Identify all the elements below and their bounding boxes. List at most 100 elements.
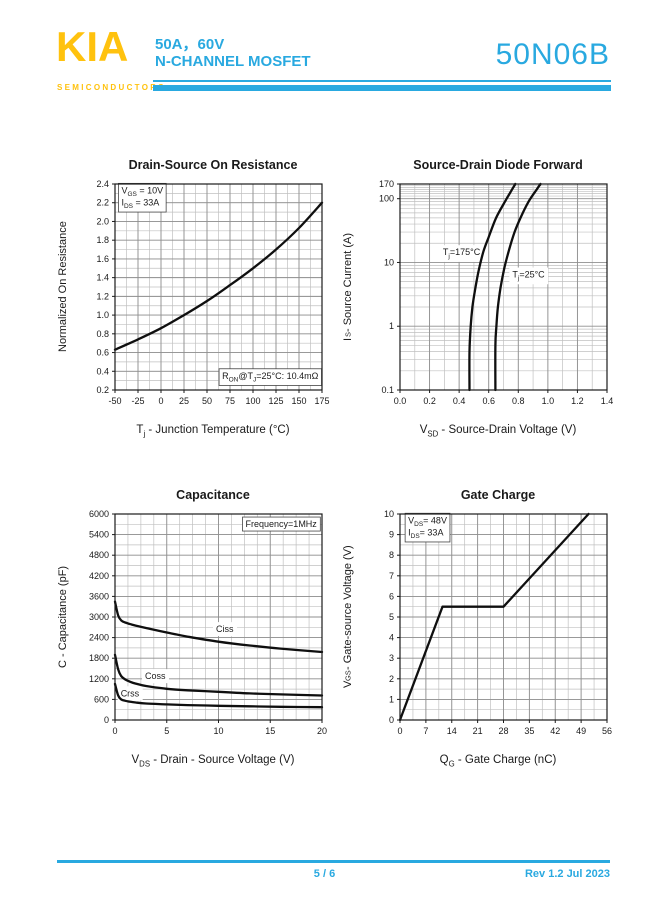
svg-text:-25: -25 (131, 396, 144, 406)
svg-text:Crss: Crss (121, 688, 140, 698)
chart-body: Normalized On Resistance VGS = 10V IDS = … (55, 178, 335, 422)
svg-text:125: 125 (268, 396, 283, 406)
svg-text:3000: 3000 (89, 612, 109, 622)
chart-title: Source-Drain Diode Forward (413, 158, 583, 172)
svg-text:1.2: 1.2 (571, 396, 584, 406)
svg-text:150: 150 (291, 396, 306, 406)
svg-text:8: 8 (389, 550, 394, 560)
svg-text:1: 1 (389, 694, 394, 704)
chart-title: Capacitance (176, 488, 250, 502)
svg-text:RON@TJ=25°C: 10.4mΩ: RON@TJ=25°C: 10.4mΩ (222, 371, 319, 384)
svg-text:0.6: 0.6 (96, 348, 109, 358)
svg-text:4: 4 (389, 633, 394, 643)
svg-text:21: 21 (473, 726, 483, 736)
svg-text:10: 10 (384, 509, 394, 519)
svg-text:2400: 2400 (89, 633, 109, 643)
svg-text:1.8: 1.8 (96, 235, 109, 245)
kia-logo-subtext: SEMICONDUCTORS (57, 83, 166, 92)
svg-text:100: 100 (245, 396, 260, 406)
svg-text:0.8: 0.8 (512, 396, 525, 406)
svg-text:1.0: 1.0 (96, 310, 109, 320)
header-rule-thin (153, 80, 611, 82)
svg-text:0: 0 (389, 715, 394, 725)
svg-text:0.0: 0.0 (394, 396, 407, 406)
page-indicator: 5 / 6 (313, 868, 336, 880)
svg-text:4200: 4200 (89, 571, 109, 581)
svg-text:4800: 4800 (89, 550, 109, 560)
svg-text:1200: 1200 (89, 674, 109, 684)
svg-text:Tj=175°C: Tj=175°C (443, 247, 481, 260)
svg-text:2.0: 2.0 (96, 216, 109, 226)
svg-text:9: 9 (389, 530, 394, 540)
svg-text:14: 14 (447, 726, 457, 736)
chart-plot-area: Tj=175°C Tj=25°C 0.0 0.2 0.4 0.6 0.8 1.0 1.2 1.4 0… (379, 179, 614, 406)
svg-text:-50: -50 (108, 396, 121, 406)
svg-text:0.4: 0.4 (453, 396, 466, 406)
revision-label: Rev 1.2 Jul 2023 (524, 868, 610, 880)
svg-text:1.0: 1.0 (542, 396, 555, 406)
x-axis-label: VSD - Source-Drain Voltage (V) (419, 424, 577, 439)
svg-text:VDS= 48V: VDS= 48V (408, 515, 447, 528)
svg-text:0.1: 0.1 (381, 385, 394, 395)
svg-text:170: 170 (379, 179, 394, 189)
kia-logo: KIA (56, 23, 129, 70)
svg-text:25: 25 (179, 396, 189, 406)
header-rule-thick (153, 85, 611, 91)
svg-text:1.4: 1.4 (601, 396, 614, 406)
svg-text:Frequency=1MHz: Frequency=1MHz (246, 519, 318, 529)
svg-text:3600: 3600 (89, 591, 109, 601)
chart-drain-source-on-resistance: Drain-Source On Resistance Normalized On… (55, 158, 335, 438)
svg-text:0.2: 0.2 (96, 385, 109, 395)
svg-text:0.4: 0.4 (96, 366, 109, 376)
svg-text:20: 20 (317, 726, 327, 736)
svg-text:2.4: 2.4 (96, 179, 109, 189)
footer-rule (57, 860, 610, 863)
chart-title: Gate Charge (460, 488, 536, 502)
chart-body: C - Capacitance (pF) Ciss Coss Crss Frequen… (55, 508, 335, 752)
chart-gate-charge: Gate Charge V GS - Gate-source Voltage (V… (340, 488, 620, 768)
y-axis-label: V GS - Gate-source Voltage (V) (342, 545, 354, 689)
svg-text:0: 0 (158, 396, 163, 406)
svg-text:1800: 1800 (89, 653, 109, 663)
chart-capacitance: Capacitance C - Capacitance (pF) Ciss Cos… (55, 488, 335, 768)
svg-text:0: 0 (397, 726, 402, 736)
svg-text:Tj=25°C: Tj=25°C (512, 270, 545, 283)
device-type-label: N-CHANNEL MOSFET (155, 53, 311, 70)
svg-text:IDS = 33A: IDS = 33A (121, 197, 159, 210)
svg-text:49: 49 (576, 726, 586, 736)
svg-text:2.2: 2.2 (96, 198, 109, 208)
svg-text:75: 75 (225, 396, 235, 406)
svg-text:5: 5 (389, 612, 394, 622)
svg-text:50: 50 (202, 396, 212, 406)
part-number: 50N06B (495, 38, 610, 71)
svg-text:5400: 5400 (89, 530, 109, 540)
device-rating: 50A，60V (155, 36, 225, 53)
chart-plot-area: Ciss Coss Crss Frequency=1MHz 0 5 10 15 20 0 600 12… (89, 509, 327, 736)
svg-text:Ciss: Ciss (216, 624, 234, 634)
svg-text:2: 2 (389, 674, 394, 684)
svg-text:0.6: 0.6 (482, 396, 495, 406)
svg-text:IDS= 33A: IDS= 33A (408, 527, 443, 540)
svg-text:0.2: 0.2 (423, 396, 436, 406)
svg-text:28: 28 (498, 726, 508, 736)
svg-text:6: 6 (389, 591, 394, 601)
svg-text:100: 100 (379, 194, 394, 204)
svg-text:1.4: 1.4 (96, 273, 109, 283)
x-axis-label: Tj - Junction Temperature (°C) (136, 424, 290, 439)
x-axis-label: QG - Gate Charge (nC) (439, 754, 557, 769)
svg-text:42: 42 (550, 726, 560, 736)
svg-text:3: 3 (389, 653, 394, 663)
svg-text:7: 7 (423, 726, 428, 736)
x-axis-label: VDS - Drain - Source Voltage (V) (131, 754, 295, 769)
svg-text:175: 175 (314, 396, 329, 406)
chart-body: V GS - Gate-source Voltage (V) VDS= 48V ID… (340, 508, 620, 752)
svg-text:Coss: Coss (145, 671, 166, 681)
svg-text:10: 10 (213, 726, 223, 736)
y-axis-label: Normalized On Resistance (57, 221, 69, 353)
svg-text:15: 15 (265, 726, 275, 736)
